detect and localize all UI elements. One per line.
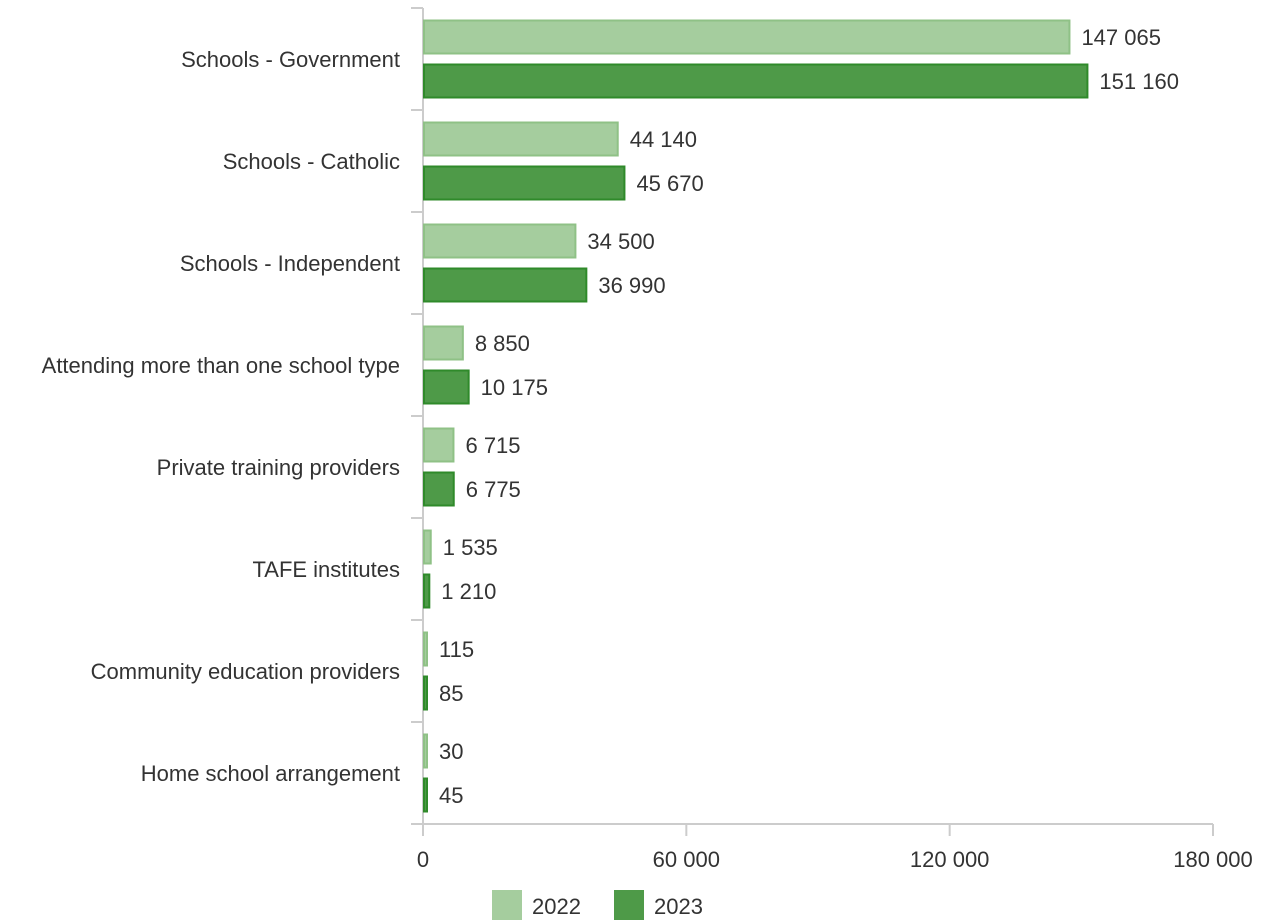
x-tick-label: 180 000 bbox=[1173, 847, 1253, 872]
bar-2023 bbox=[423, 675, 428, 711]
category-label: Schools - Government bbox=[181, 47, 400, 72]
legend-item-2023[interactable]: 2023 bbox=[614, 890, 703, 920]
category-label: Attending more than one school type bbox=[42, 353, 400, 378]
bar-2023 bbox=[423, 777, 428, 813]
bar-2022 bbox=[423, 529, 432, 565]
x-tick-label: 120 000 bbox=[910, 847, 990, 872]
data-label: 115 bbox=[439, 637, 474, 662]
data-label: 10 175 bbox=[481, 375, 548, 400]
bar-2023 bbox=[423, 471, 455, 507]
data-label: 36 990 bbox=[598, 273, 665, 298]
category-label: Home school arrangement bbox=[141, 761, 400, 786]
legend-swatch bbox=[492, 890, 522, 920]
category-label: Schools - Catholic bbox=[223, 149, 400, 174]
data-label: 1 210 bbox=[441, 579, 496, 604]
axes: 0 60 000 120 000 180 000 bbox=[411, 7, 1253, 872]
x-tick-label: 0 bbox=[417, 847, 429, 872]
data-label: 44 140 bbox=[630, 127, 697, 152]
data-label: 85 bbox=[439, 681, 463, 706]
bar-2022 bbox=[423, 733, 428, 769]
bar-2023 bbox=[423, 63, 1089, 99]
data-label: 45 bbox=[439, 783, 463, 808]
legend-swatch bbox=[614, 890, 644, 920]
bar-2022 bbox=[423, 19, 1071, 55]
bars bbox=[423, 19, 1089, 813]
legend-label: 2023 bbox=[654, 894, 703, 919]
data-label: 151 160 bbox=[1099, 69, 1179, 94]
data-label: 6 715 bbox=[465, 433, 520, 458]
bar-2022 bbox=[423, 325, 464, 361]
category-label: Private training providers bbox=[157, 455, 400, 480]
data-label: 8 850 bbox=[475, 331, 530, 356]
category-label: TAFE institutes bbox=[252, 557, 400, 582]
bar-2022 bbox=[423, 223, 577, 259]
category-label: Schools - Independent bbox=[180, 251, 400, 276]
data-label: 6 775 bbox=[466, 477, 521, 502]
x-tick-label: 60 000 bbox=[653, 847, 720, 872]
bar-2022 bbox=[423, 121, 619, 157]
bar-2022 bbox=[423, 631, 428, 667]
legend: 2022 2023 bbox=[492, 890, 703, 920]
legend-label: 2022 bbox=[532, 894, 581, 919]
bar-2022 bbox=[423, 427, 455, 463]
bar-2023 bbox=[423, 369, 470, 405]
bar-2023 bbox=[423, 573, 431, 609]
bar-2023 bbox=[423, 165, 626, 201]
data-label: 30 bbox=[439, 739, 463, 764]
data-label: 34 500 bbox=[587, 229, 654, 254]
data-label: 45 670 bbox=[636, 171, 703, 196]
labels: Schools - Government 147 065 151 160 School… bbox=[42, 25, 1179, 808]
bar-2023 bbox=[423, 267, 588, 303]
legend-item-2022[interactable]: 2022 bbox=[492, 890, 581, 920]
data-label: 147 065 bbox=[1081, 25, 1161, 50]
category-label: Community education providers bbox=[91, 659, 400, 684]
data-label: 1 535 bbox=[443, 535, 498, 560]
